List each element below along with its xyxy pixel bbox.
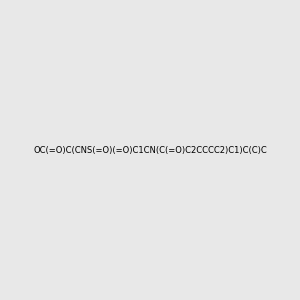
Text: OC(=O)C(CNS(=O)(=O)C1CN(C(=O)C2CCCC2)C1)C(C)C: OC(=O)C(CNS(=O)(=O)C1CN(C(=O)C2CCCC2)C1)… <box>33 146 267 154</box>
